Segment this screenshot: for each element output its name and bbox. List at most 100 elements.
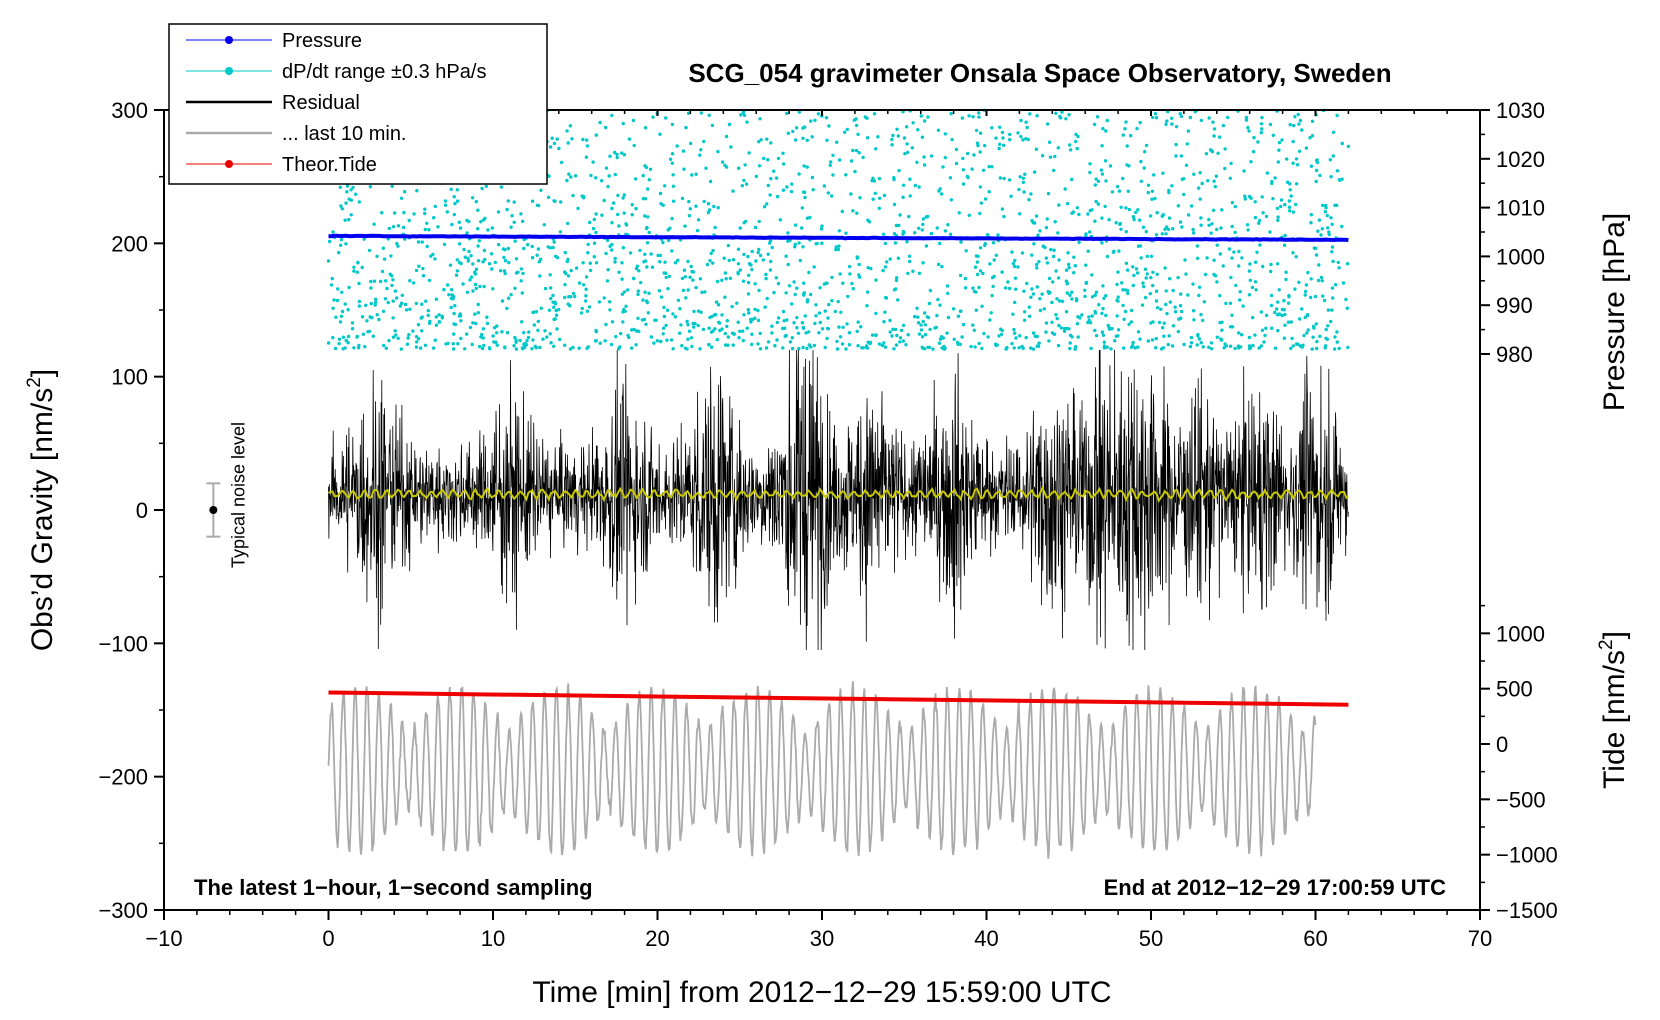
dpdt-point bbox=[898, 340, 902, 344]
footer-left-note: The latest 1−hour, 1−second sampling bbox=[194, 875, 593, 900]
dpdt-point bbox=[807, 270, 811, 275]
dpdt-point bbox=[781, 309, 786, 314]
dpdt-point bbox=[452, 311, 456, 316]
dpdt-point bbox=[685, 347, 689, 351]
dpdt-point bbox=[479, 220, 483, 224]
dpdt-point bbox=[840, 209, 844, 214]
dpdt-point bbox=[610, 248, 614, 252]
dpdt-point bbox=[1259, 130, 1264, 135]
dpdt-point bbox=[742, 252, 746, 257]
dpdt-point bbox=[819, 227, 824, 231]
dpdt-point bbox=[1212, 179, 1216, 183]
dpdt-point bbox=[797, 172, 801, 176]
dpdt-point bbox=[811, 188, 815, 192]
dpdt-point bbox=[861, 346, 865, 350]
dpdt-point bbox=[736, 320, 740, 324]
dpdt-point bbox=[972, 328, 976, 332]
dpdt-point bbox=[514, 338, 518, 342]
dpdt-point bbox=[482, 343, 486, 348]
dpdt-point bbox=[473, 282, 478, 287]
dpdt-point bbox=[666, 287, 670, 291]
dpdt-point bbox=[998, 125, 1002, 129]
dpdt-point bbox=[883, 241, 888, 246]
dpdt-point bbox=[990, 126, 994, 130]
dpdt-point bbox=[847, 331, 852, 335]
dpdt-point bbox=[877, 206, 881, 210]
dpdt-point bbox=[665, 338, 669, 342]
dpdt-point bbox=[1083, 288, 1087, 292]
dpdt-point bbox=[671, 347, 675, 351]
dpdt-point bbox=[1242, 169, 1246, 173]
dpdt-point bbox=[369, 279, 373, 284]
dpdt-point bbox=[1192, 318, 1196, 322]
dpdt-point bbox=[483, 257, 487, 262]
dpdt-point bbox=[946, 223, 950, 227]
dpdt-point bbox=[1066, 251, 1070, 255]
dpdt-point bbox=[664, 116, 668, 120]
dpdt-point bbox=[938, 337, 943, 341]
dpdt-point bbox=[356, 346, 361, 350]
dpdt-point bbox=[621, 121, 625, 126]
dpdt-point bbox=[433, 257, 437, 261]
dpdt-point bbox=[361, 332, 366, 336]
dpdt-point bbox=[502, 255, 506, 260]
dpdt-point bbox=[976, 254, 980, 258]
dpdt-point bbox=[1047, 339, 1051, 343]
dpdt-point bbox=[750, 332, 754, 336]
dpdt-point bbox=[536, 247, 541, 251]
dpdt-point bbox=[541, 337, 545, 341]
dpdt-point bbox=[915, 306, 919, 310]
dpdt-point bbox=[941, 165, 945, 169]
dpdt-point bbox=[641, 298, 645, 302]
dpdt-point bbox=[869, 266, 873, 271]
dpdt-point bbox=[1084, 263, 1088, 267]
dpdt-point bbox=[548, 273, 552, 277]
dpdt-point bbox=[1161, 326, 1165, 330]
dpdt-point bbox=[673, 261, 678, 265]
dpdt-point bbox=[1287, 199, 1292, 203]
pressure-tick-label: 990 bbox=[1496, 293, 1533, 318]
dpdt-point bbox=[1057, 323, 1061, 328]
dpdt-point bbox=[1115, 298, 1119, 302]
dpdt-point bbox=[447, 293, 451, 297]
dpdt-point bbox=[694, 204, 698, 208]
last-10-min-line bbox=[327, 681, 1317, 859]
dpdt-point bbox=[708, 315, 712, 320]
dpdt-point bbox=[1027, 314, 1032, 318]
dpdt-point bbox=[569, 268, 573, 273]
dpdt-point bbox=[552, 317, 556, 322]
dpdt-point bbox=[1284, 270, 1288, 274]
dpdt-point bbox=[1066, 262, 1071, 267]
dpdt-point bbox=[621, 196, 625, 200]
dpdt-point bbox=[1063, 187, 1067, 191]
dpdt-point bbox=[1309, 213, 1314, 217]
dpdt-point bbox=[979, 201, 983, 205]
dpdt-point bbox=[1014, 336, 1018, 340]
dpdt-point bbox=[1146, 190, 1151, 195]
dpdt-point bbox=[509, 225, 513, 229]
dpdt-point bbox=[1144, 276, 1148, 280]
dpdt-point bbox=[484, 184, 488, 188]
dpdt-point bbox=[1151, 283, 1155, 288]
dpdt-point bbox=[1022, 190, 1026, 194]
dpdt-point bbox=[761, 156, 766, 161]
dpdt-point bbox=[1237, 264, 1241, 268]
dpdt-point bbox=[1186, 213, 1191, 217]
dpdt-point bbox=[835, 339, 839, 344]
dpdt-point bbox=[814, 303, 818, 307]
dpdt-point bbox=[1044, 225, 1049, 230]
dpdt-point bbox=[489, 252, 494, 256]
dpdt-point bbox=[684, 296, 688, 300]
dpdt-point bbox=[1228, 344, 1233, 348]
dpdt-point bbox=[931, 347, 935, 351]
dpdt-point bbox=[1212, 134, 1216, 138]
dpdt-point bbox=[576, 206, 580, 211]
dpdt-point bbox=[627, 335, 631, 340]
dpdt-point bbox=[1035, 114, 1039, 118]
dpdt-point bbox=[453, 201, 457, 206]
dpdt-point bbox=[828, 163, 832, 167]
dpdt-point bbox=[803, 190, 807, 195]
x-tick-label: −10 bbox=[145, 926, 182, 951]
dpdt-point bbox=[577, 281, 582, 285]
dpdt-point bbox=[843, 130, 847, 134]
